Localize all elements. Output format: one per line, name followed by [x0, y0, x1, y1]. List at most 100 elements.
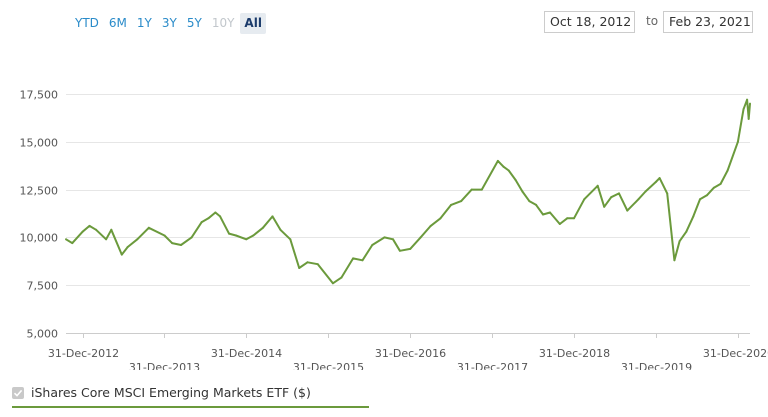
data-point: [439, 217, 442, 220]
range-button-5y[interactable]: 5Y: [186, 16, 202, 30]
data-point: [245, 238, 248, 241]
data-point: [692, 215, 695, 218]
data-point: [583, 198, 586, 201]
x-tick-label: 31-Dec-2017: [457, 361, 528, 370]
data-point: [171, 242, 174, 245]
data-point: [361, 259, 364, 262]
data-point: [261, 226, 264, 229]
data-point: [535, 203, 538, 206]
date-to-input[interactable]: Feb 23, 2021: [663, 11, 753, 33]
x-tick-label: 31-Dec-2019: [621, 361, 692, 370]
data-point: [742, 108, 745, 111]
date-from-input[interactable]: Oct 18, 2012: [544, 11, 635, 33]
data-point: [65, 238, 67, 241]
data-point: [528, 200, 531, 203]
data-point: [573, 217, 575, 220]
data-point: [110, 228, 113, 231]
range-button-all[interactable]: All: [240, 13, 266, 34]
date-to-separator: to: [646, 14, 659, 28]
data-point: [95, 228, 98, 231]
data-point: [219, 215, 222, 218]
data-point: [507, 169, 510, 172]
data-point: [542, 213, 544, 216]
x-tick-label: 31-Dec-2015: [293, 361, 364, 370]
x-axis-ticks: 31-Dec-2012 31-Dec-2013 31-Dec-2014 31-Dec-…: [48, 333, 768, 370]
x-tick-label: 31-Dec-2018: [539, 347, 610, 360]
data-point: [409, 247, 412, 250]
x-tick-label: 31-Dec-2013: [129, 361, 200, 370]
data-point: [558, 223, 561, 225]
data-point: [120, 253, 123, 256]
grid-lines: [66, 94, 750, 334]
data-point: [252, 234, 255, 237]
y-tick-label: 5,000: [27, 328, 59, 341]
data-point: [749, 102, 751, 105]
range-button-3y[interactable]: 3Y: [161, 16, 177, 30]
data-point: [228, 232, 230, 235]
data-point: [340, 276, 343, 279]
data-point: [496, 159, 499, 162]
data-point: [736, 140, 739, 143]
data-point: [747, 117, 750, 120]
data-point: [480, 188, 483, 191]
data-point: [549, 211, 551, 214]
data-point: [429, 224, 432, 227]
data-point: [126, 246, 129, 248]
series-layer: [65, 98, 751, 285]
data-point: [136, 238, 139, 241]
data-point: [460, 200, 463, 203]
data-point: [678, 240, 681, 243]
data-point: [685, 230, 688, 233]
checkbox-checked-icon[interactable]: [12, 386, 24, 399]
data-point: [610, 196, 613, 199]
legend-underline: [12, 406, 369, 408]
data-point: [392, 238, 394, 241]
data-point: [712, 186, 715, 189]
data-point: [289, 238, 292, 241]
data-point: [705, 194, 708, 197]
y-tick-label: 10,000: [20, 232, 59, 245]
x-tick-label: 31-Dec-2020: [703, 347, 768, 360]
data-point: [654, 181, 657, 183]
data-point: [271, 215, 274, 218]
x-tick-label: 31-Dec-2012: [48, 347, 119, 360]
data-point: [383, 236, 386, 239]
data-point: [180, 244, 182, 246]
data-point: [666, 192, 669, 195]
data-point: [147, 226, 150, 229]
range-button-6m[interactable]: 6M: [108, 16, 127, 30]
data-point: [371, 244, 374, 246]
data-point: [450, 203, 453, 206]
data-point: [88, 224, 91, 227]
data-point: [163, 234, 166, 237]
data-point: [719, 182, 722, 185]
data-point: [566, 217, 569, 220]
data-point: [618, 192, 620, 195]
data-point: [331, 282, 334, 285]
series-line: [65, 98, 751, 285]
data-point: [470, 188, 473, 191]
data-point: [200, 221, 203, 224]
data-point: [726, 169, 729, 172]
range-button-1y[interactable]: 1Y: [136, 16, 152, 30]
range-button-ytd[interactable]: YTD: [75, 16, 99, 30]
legend-label: iShares Core MSCI Emerging Markets ETF (…: [31, 385, 311, 400]
data-point: [398, 249, 401, 252]
data-point: [71, 242, 74, 245]
data-point: [603, 205, 606, 208]
data-point: [190, 236, 193, 239]
data-point: [644, 190, 647, 193]
data-point: [306, 261, 309, 264]
y-tick-label: 17,500: [20, 89, 59, 102]
data-point: [637, 198, 640, 201]
data-point: [502, 165, 505, 168]
legend-item[interactable]: iShares Core MSCI Emerging Markets ETF (…: [12, 385, 311, 400]
data-point: [298, 267, 301, 269]
data-point: [419, 236, 422, 239]
data-point: [352, 257, 355, 260]
data-point: [514, 179, 517, 181]
data-point: [626, 209, 629, 212]
data-point: [699, 198, 701, 201]
line-chart: 5,000 7,500 10,000 12,500 15,000 17,500 31-De…: [20, 89, 768, 371]
data-point: [207, 217, 210, 220]
